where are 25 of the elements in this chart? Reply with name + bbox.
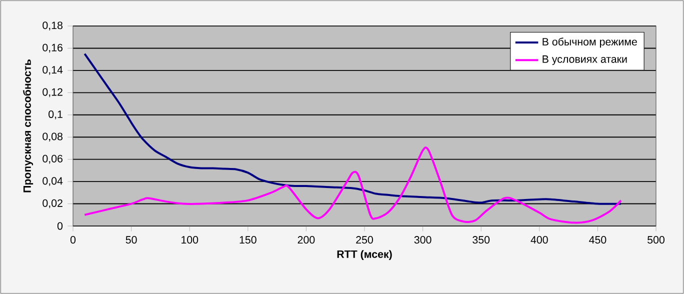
y-tick-label: 0,02 <box>42 199 62 208</box>
x-tick-label: 0 <box>70 236 76 244</box>
y-tick-label: 0,12 <box>42 88 62 98</box>
x-tick-label: 200 <box>298 236 315 244</box>
y-tick-label: 0,14 <box>42 66 63 75</box>
y-axis-title: Пропускная способность <box>23 59 34 192</box>
x-tick-label: 400 <box>530 236 548 244</box>
y-tick-label: 0,06 <box>42 154 62 164</box>
y-tick-label: 0,1 <box>48 110 62 120</box>
x-tick-label: 500 <box>648 236 664 244</box>
legend-label: В условиях атаки <box>542 55 627 65</box>
y-tick-label: 0 <box>57 222 63 230</box>
x-tick-label: 50 <box>126 236 137 244</box>
legend-label: В обычном режиме <box>542 38 637 48</box>
y-tick-label: 0,16 <box>42 44 62 53</box>
x-tick-label: 150 <box>240 236 256 244</box>
x-tick-label: 100 <box>182 236 198 244</box>
x-tick-label: 250 <box>356 236 373 244</box>
y-tick-label: 0,08 <box>42 132 62 142</box>
y-tick-label: 0,18 <box>42 22 62 30</box>
x-tick-label: 350 <box>472 236 490 244</box>
x-axis-title: RTT (мсек) <box>337 250 392 260</box>
x-tick-label: 300 <box>414 236 432 244</box>
x-tick-label: 450 <box>589 236 606 244</box>
y-tick-label: 0,04 <box>42 177 63 186</box>
